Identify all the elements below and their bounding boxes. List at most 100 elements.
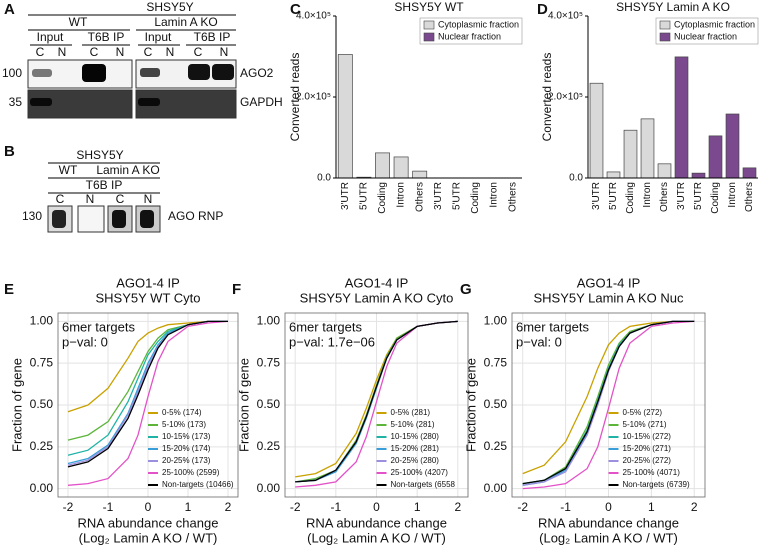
legend-label: 5-10% (271) xyxy=(623,420,667,429)
y-axis-label: Fraction of gene xyxy=(463,358,478,452)
x-axis-label: RNA abundance change xyxy=(306,515,447,530)
x-axis-label: (Log₂ Lamin A KO / WT) xyxy=(307,530,446,545)
x-tick-label: -1 xyxy=(103,500,114,514)
bar xyxy=(708,135,723,179)
chart-title: AGO1-4 IP xyxy=(345,275,409,290)
protein: AGO2 xyxy=(240,66,274,80)
x-tick-label: Coding xyxy=(377,182,388,214)
group: WT xyxy=(59,163,78,177)
x-tick-label: 5'UTR xyxy=(359,182,370,210)
blot-a: SHSY5Y WT Lamin A KO Input T6B IP Input … xyxy=(2,0,283,119)
panel-label: A xyxy=(4,1,15,18)
legend-label: 25-100% (4071) xyxy=(623,468,681,477)
ecdf-line xyxy=(295,320,458,483)
legend-label: 15-20% (271) xyxy=(623,444,672,453)
x-tick-label: Intron xyxy=(489,182,500,208)
marker: 100 xyxy=(2,66,22,80)
x-tick-label: Coding xyxy=(625,182,636,214)
subgroup: Input xyxy=(145,30,172,44)
y-axis-label: Converted reads xyxy=(288,53,302,142)
lane: C xyxy=(194,45,203,59)
annotation: p−val: 0 xyxy=(62,334,108,349)
legend-label: 0-5% (174) xyxy=(162,408,202,417)
legend-swatch xyxy=(659,20,671,30)
protein: AGO RNP xyxy=(168,209,223,223)
y-tick-label: 0.50 xyxy=(257,397,281,411)
y-tick-label: 0.25 xyxy=(257,439,281,453)
legend-label: 10-15% (173) xyxy=(162,432,211,441)
band xyxy=(32,69,52,77)
y-tick-label: 0.0 xyxy=(569,173,583,184)
lane: C xyxy=(56,192,65,206)
legend-label: Non-targets (10466) xyxy=(162,480,234,489)
legend-label: 20-25% (173) xyxy=(162,456,211,465)
ecdf-line xyxy=(67,320,229,486)
panel-label: G xyxy=(460,281,472,298)
x-tick-label: 2 xyxy=(454,500,461,514)
plot-border xyxy=(57,312,239,498)
legend-label: 25-100% (4207) xyxy=(391,468,449,477)
chart-title: AGO1-4 IP xyxy=(577,275,641,290)
x-tick-label: 0 xyxy=(373,500,380,514)
ecdf-line xyxy=(67,320,228,413)
y-tick-label: 0.25 xyxy=(484,439,508,453)
legend-label: 5-10% (173) xyxy=(162,420,206,429)
legend-label: Cytoplasmic fraction xyxy=(674,19,755,29)
band xyxy=(138,98,160,106)
x-tick-label: -2 xyxy=(63,500,74,514)
band xyxy=(82,64,106,82)
legend-swatch xyxy=(659,32,671,42)
y-tick-label: 0.00 xyxy=(30,481,54,495)
y-tick-label: 0.00 xyxy=(484,481,508,495)
x-tick-label: 1 xyxy=(185,500,192,514)
chart-title: SHSY5Y Lamin A KO xyxy=(616,0,730,14)
band xyxy=(52,210,66,228)
y-tick-label: 0.0 xyxy=(317,173,331,184)
legend-label: 15-20% (281) xyxy=(391,444,440,453)
bar xyxy=(412,170,428,179)
x-tick-label: Intron xyxy=(642,182,653,208)
annotation: 6mer targets xyxy=(516,319,589,334)
lane: C xyxy=(144,45,153,59)
marker: 35 xyxy=(9,95,23,109)
ecdf-line xyxy=(522,320,695,485)
legend-box xyxy=(655,17,759,45)
bar xyxy=(674,56,689,179)
legend-label: 20-25% (272) xyxy=(623,456,672,465)
legend-box xyxy=(419,17,523,45)
ecdf-line xyxy=(522,320,695,475)
subgroup: T6B IP xyxy=(194,30,231,44)
bar xyxy=(589,82,604,179)
panel-label: F xyxy=(232,281,241,298)
y-tick-label: 2.0×10⁵ xyxy=(548,92,583,103)
y-tick-label: 1.00 xyxy=(30,314,54,328)
y-tick-label: 0.75 xyxy=(484,355,508,369)
x-tick-label: Intron xyxy=(727,182,738,208)
x-tick-label: Others xyxy=(507,182,518,212)
x-tick-label: -2 xyxy=(290,500,301,514)
legend-label: Cytoplasmic fraction xyxy=(438,19,519,29)
blot-image xyxy=(77,205,105,233)
bar xyxy=(375,152,390,179)
y-tick-label: 1.00 xyxy=(484,314,508,328)
y-tick-label: 4.0×10⁵ xyxy=(548,11,583,22)
x-tick-label: 1 xyxy=(648,500,655,514)
y-tick-label: 0.00 xyxy=(257,481,281,495)
x-tick-label: Others xyxy=(744,182,755,212)
subgroup: T6B IP xyxy=(88,30,125,44)
x-tick-label: 2 xyxy=(225,500,232,514)
y-tick-label: 0.75 xyxy=(30,355,54,369)
x-tick-label: 5'UTR xyxy=(452,182,463,210)
lane: N xyxy=(166,45,175,59)
band xyxy=(188,64,210,80)
bar xyxy=(337,54,353,179)
x-tick-label: Intron xyxy=(396,182,407,208)
legend-label: Non-targets (6739) xyxy=(623,480,690,489)
bar xyxy=(623,129,638,179)
x-tick-label: 2 xyxy=(691,500,698,514)
y-axis-label: Converted reads xyxy=(540,53,554,142)
legend-label: 0-5% (281) xyxy=(391,408,431,417)
legend-swatch xyxy=(423,20,435,30)
band xyxy=(212,64,234,80)
